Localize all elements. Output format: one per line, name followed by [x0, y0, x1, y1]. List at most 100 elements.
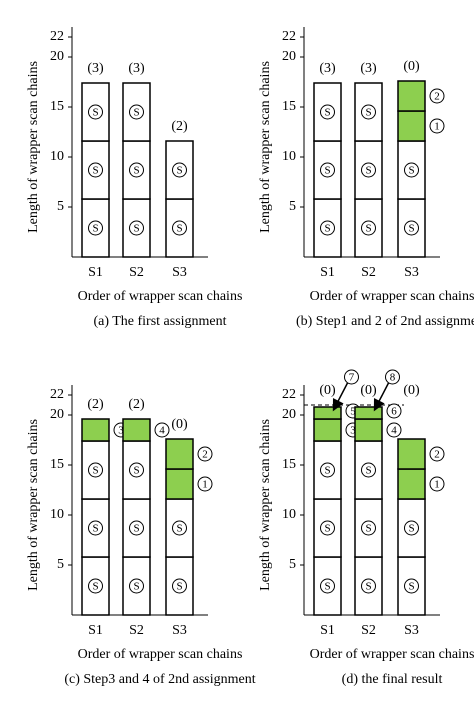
segment-label: S: [365, 107, 371, 119]
segment: [397, 498, 426, 558]
label-circle: [320, 104, 335, 120]
segment-label: S: [365, 581, 371, 593]
segment: [165, 438, 194, 470]
y-tick-label: 20: [282, 407, 296, 422]
segment-label: 2: [434, 449, 440, 461]
arrow: [332, 382, 349, 412]
segment-label: S: [408, 523, 414, 535]
segment-label: S: [365, 165, 371, 177]
count-label: (3): [360, 61, 377, 76]
segment: [122, 498, 151, 558]
label-circle: [172, 220, 187, 236]
segment-label: S: [176, 523, 182, 535]
label-circle: [172, 578, 187, 594]
count-label: (2): [171, 119, 188, 134]
y-tick-label: 15: [282, 99, 296, 114]
label-circle: [197, 446, 213, 462]
label-circle: [361, 462, 376, 478]
segment: [397, 80, 426, 112]
label-circle: [386, 422, 402, 438]
segment-label: S: [133, 107, 139, 119]
count-label: (0): [403, 383, 420, 398]
label-circle: [129, 578, 144, 594]
segment-label: S: [92, 581, 98, 593]
label-circle: [404, 220, 419, 236]
count-label: (3): [128, 61, 145, 76]
y-tick-label: 20: [282, 49, 296, 64]
segment-label: S: [176, 581, 182, 593]
y-tick-label: 20: [50, 407, 64, 422]
label-circle: [404, 162, 419, 178]
label-circle: [320, 578, 335, 594]
category-label: S1: [320, 623, 335, 638]
segment-label: 1: [434, 479, 440, 491]
segment-label: S: [324, 523, 330, 535]
segment-label: 4: [159, 425, 165, 437]
count-label: (0): [360, 383, 377, 398]
segment-label: S: [176, 165, 182, 177]
segment: [313, 198, 342, 258]
caption: (d) the final result: [342, 672, 443, 687]
y-tick-label: 5: [57, 557, 64, 572]
y-axis-label: Length of wrapper scan chains: [258, 61, 273, 233]
segment-label: S: [133, 465, 139, 477]
segment-label: S: [365, 223, 371, 235]
segment-label: S: [92, 465, 98, 477]
category-label: S2: [361, 623, 376, 638]
label-circle: [88, 578, 103, 594]
y-tick-label: 15: [50, 457, 64, 472]
segment-label: 3: [350, 425, 356, 437]
segment-label: S: [408, 165, 414, 177]
label-circle: [361, 220, 376, 236]
segment: [313, 418, 342, 442]
label-circle: [197, 476, 213, 492]
x-axis-label: Order of wrapper scan chains: [78, 647, 243, 662]
y-axis-label: Length of wrapper scan chains: [26, 419, 41, 591]
segment-label: 4: [391, 425, 397, 437]
caption: (a) The first assignment: [93, 314, 226, 329]
segment: [397, 110, 426, 142]
label-circle: [88, 162, 103, 178]
label-circle: [129, 162, 144, 178]
segment-label: 6: [391, 406, 397, 418]
category-label: S3: [172, 623, 187, 638]
segment-label: S: [408, 223, 414, 235]
segment: [397, 468, 426, 500]
segment-label: 1: [434, 121, 440, 133]
label-circle: [404, 520, 419, 536]
count-label: (0): [403, 59, 420, 74]
segment-label: S: [133, 581, 139, 593]
label-circle: [361, 104, 376, 120]
label-circle: [404, 578, 419, 594]
segment-label: S: [133, 165, 139, 177]
segment-label: S: [324, 581, 330, 593]
segment: [354, 418, 383, 442]
segment-label: S: [324, 107, 330, 119]
arrow-label: 8: [390, 372, 396, 384]
label-circle: [320, 162, 335, 178]
segment: [165, 468, 194, 500]
y-tick-label: 20: [50, 49, 64, 64]
arrow: [373, 382, 390, 412]
y-tick-label: 10: [50, 507, 64, 522]
label-circle: [88, 104, 103, 120]
label-circle: [129, 520, 144, 536]
segment-label: 5: [350, 406, 356, 418]
label-circle: [129, 104, 144, 120]
label-circle: [429, 88, 445, 104]
y-axis-label: Length of wrapper scan chains: [26, 61, 41, 233]
segment-label: 1: [202, 479, 208, 491]
label-circle: [129, 220, 144, 236]
count-label: (0): [171, 417, 188, 432]
y-tick-label: 10: [50, 149, 64, 164]
y-tick-label: 22: [50, 29, 64, 44]
caption: (b) Step1 and 2 of 2nd assignment: [296, 314, 474, 329]
segment-label: S: [133, 223, 139, 235]
y-tick-label: 5: [289, 557, 296, 572]
count-label: (0): [319, 383, 336, 398]
category-label: S3: [172, 265, 187, 280]
label-circle: [172, 520, 187, 536]
segment-label: 3: [118, 425, 124, 437]
label-circle: [429, 446, 445, 462]
